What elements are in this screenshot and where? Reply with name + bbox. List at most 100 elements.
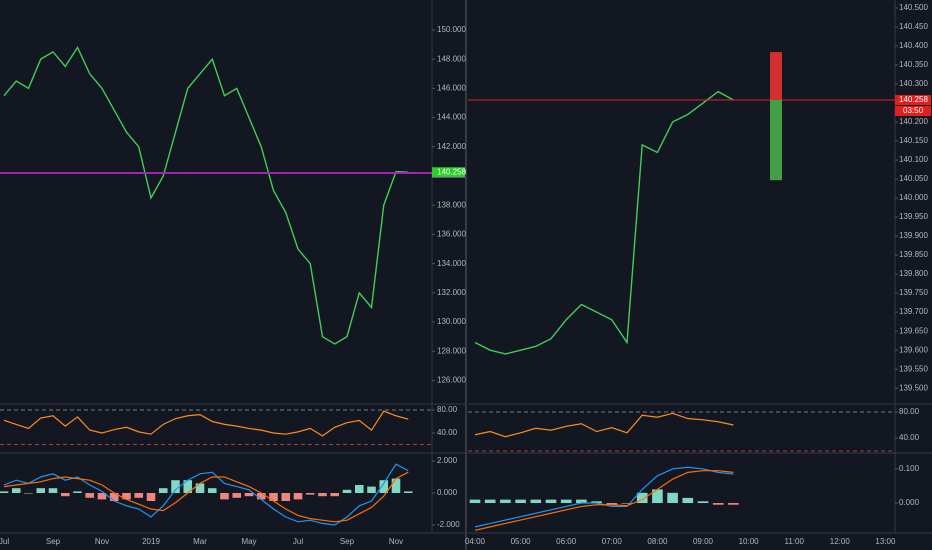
countdown: 03:50 [903, 106, 924, 115]
macd-histogram [545, 499, 557, 504]
x-tick-label: Mar [193, 537, 207, 546]
y-tick-label: 0.100 [899, 464, 920, 473]
macd-histogram [367, 486, 376, 493]
y-tick-label: 2.000 [437, 456, 458, 465]
macd-histogram [391, 478, 401, 493]
x-tick-label: 07:00 [602, 537, 623, 546]
x-tick-label: Jul [0, 537, 9, 546]
macd-histogram [469, 499, 481, 504]
rsi-line [474, 412, 734, 438]
macd-histogram [318, 493, 327, 497]
x-tick-label: Jul [293, 537, 303, 546]
y-tick-label: 40.00 [899, 433, 920, 442]
y-tick-label: 140.450 [899, 22, 928, 31]
macd-histogram [195, 483, 205, 493]
macd-histogram [256, 493, 266, 500]
macd-histogram [232, 493, 242, 498]
macd-histogram [712, 503, 724, 505]
x-tick-label: May [241, 537, 256, 546]
y-tick-label: 140.000 [899, 193, 928, 202]
y-tick-label: 140.500 [899, 3, 928, 12]
x-tick-label: 11:00 [784, 537, 804, 546]
macd-histogram [207, 488, 217, 493]
macd-histogram [330, 493, 340, 497]
y-tick-label: 128.000 [437, 346, 466, 355]
macd-histogram [403, 491, 413, 493]
macd-histogram [24, 493, 33, 494]
macd-histogram [682, 497, 694, 504]
y-tick-label: 139.650 [899, 326, 928, 335]
y-tick-label: 150.000 [437, 25, 466, 34]
y-tick-label: 139.850 [899, 250, 928, 259]
y-tick-label: 140.150 [899, 136, 928, 145]
x-tick-label: Sep [340, 537, 355, 546]
price-line [474, 90, 734, 355]
y-tick-label: 138.000 [437, 200, 466, 209]
y-tick-label: 140.350 [899, 60, 928, 69]
macd-histogram [560, 499, 572, 504]
macd-histogram [11, 488, 21, 493]
x-tick-label: Nov [389, 537, 403, 546]
macd-histogram [220, 493, 229, 500]
rsi-line [3, 410, 409, 437]
y-tick-label: 136.000 [437, 230, 466, 239]
macd-histogram [171, 480, 180, 493]
price-label: 140.258 [899, 95, 928, 104]
y-tick-label: 140.400 [899, 41, 928, 50]
macd-histogram [697, 501, 709, 504]
macd-histogram [484, 499, 496, 504]
x-tick-label: 13:00 [875, 537, 896, 546]
y-tick-label: 139.800 [899, 269, 928, 278]
y-tick-label: 139.750 [899, 288, 928, 297]
y-tick-label: 40.00 [437, 428, 458, 437]
y-tick-label: 80.00 [899, 407, 920, 416]
y-tick-label: 148.000 [437, 54, 466, 63]
price-label: 140.258 [437, 167, 466, 176]
macd-histogram [60, 493, 70, 497]
macd-histogram [652, 489, 663, 504]
y-tick-label: 144.000 [437, 113, 466, 122]
macd-histogram [0, 491, 9, 493]
macd-histogram [244, 493, 254, 497]
x-tick-label: 05:00 [511, 537, 532, 546]
signal-line [474, 470, 734, 531]
y-tick-label: 139.600 [899, 345, 928, 354]
macd-histogram [146, 493, 156, 501]
x-tick-label: 10:00 [739, 537, 760, 546]
y-tick-label: 126.000 [437, 376, 466, 385]
y-tick-label: 139.550 [899, 364, 928, 373]
macd-histogram [269, 493, 278, 501]
macd-histogram [667, 492, 678, 504]
macd-histogram [305, 493, 315, 495]
x-tick-label: 2019 [142, 537, 160, 546]
macd-histogram [281, 493, 291, 501]
macd-histogram [591, 501, 602, 504]
macd-histogram [354, 485, 364, 493]
macd-histogram [342, 489, 352, 493]
macd-histogram [73, 491, 82, 493]
macd-histogram [515, 499, 526, 504]
y-tick-label: 139.900 [899, 231, 928, 240]
x-tick-label: 06:00 [556, 537, 577, 546]
y-tick-label: 146.000 [437, 83, 466, 92]
y-tick-label: 142.000 [437, 142, 466, 151]
macd-histogram [122, 493, 131, 500]
macd-histogram [576, 499, 587, 504]
macd-histogram [109, 493, 119, 501]
price-line [3, 46, 409, 345]
macd-histogram [500, 499, 511, 504]
macd-histogram [48, 488, 58, 493]
macd-histogram [134, 493, 144, 498]
x-tick-label: 04:00 [465, 537, 486, 546]
price-label-box [432, 167, 465, 178]
x-tick-label: 12:00 [830, 537, 851, 546]
y-tick-label: 140.300 [899, 79, 928, 88]
macd-histogram [636, 492, 648, 504]
macd-histogram [293, 493, 303, 500]
x-tick-label: Nov [95, 537, 109, 546]
y-tick-label: 140.200 [899, 117, 928, 126]
price-label-box [895, 94, 931, 105]
macd-histogram [158, 488, 168, 493]
macd-histogram [379, 480, 389, 493]
